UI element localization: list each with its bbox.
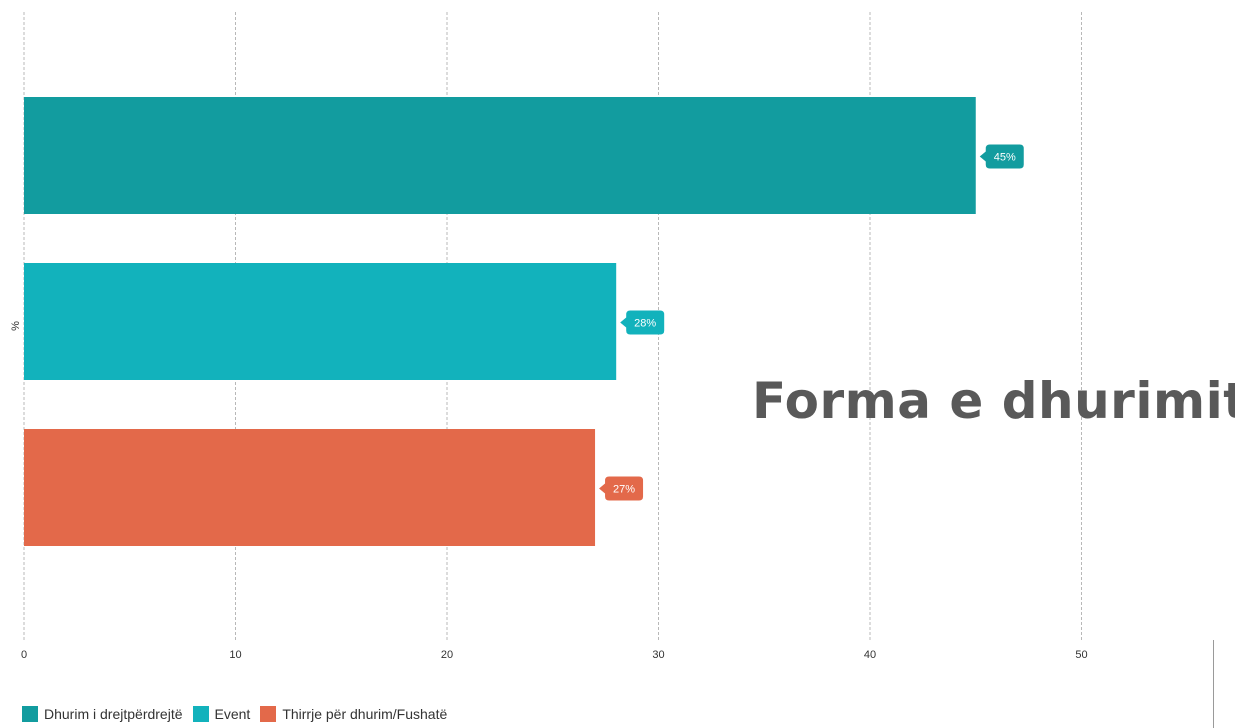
- legend-label-event: Event: [214, 706, 251, 722]
- legend-swatch-direct: [22, 706, 38, 722]
- value-callout-2: 27%: [599, 476, 644, 501]
- bar-value-labels: 45% 28% 27%: [599, 144, 1024, 501]
- legend-label-direct: Dhurim i drejtpërdrejtë: [44, 706, 183, 722]
- legend-item-event: Event: [192, 706, 251, 722]
- bar-1: [24, 263, 617, 380]
- bar-chart: 45% 28% 27% 0 10 20 30 40 50 %: [10, 12, 1088, 661]
- legend-label-campaign: Thirrje për dhurim/Fushatë: [282, 706, 448, 722]
- value-callout-1: 28%: [620, 310, 665, 335]
- value-label-0: 45%: [994, 152, 1016, 164]
- x-tick-label-40: 40: [864, 649, 876, 661]
- legend-item-direct: Dhurim i drejtpërdrejtë: [22, 706, 183, 722]
- legend: Dhurim i drejtpërdrejtë Event Thirrje pë…: [22, 706, 457, 722]
- x-tick-label-10: 10: [229, 649, 241, 661]
- bar-2: [24, 429, 596, 546]
- x-tick-label-0: 0: [21, 649, 27, 661]
- x-tick-label-30: 30: [652, 649, 664, 661]
- divider-line: [1213, 640, 1214, 728]
- legend-swatch-campaign: [260, 706, 277, 722]
- value-callout-shape-2: [599, 476, 644, 501]
- value-callout-shape-1: [620, 310, 665, 335]
- value-label-2: 27%: [613, 484, 635, 496]
- legend-item-campaign: Thirrje për dhurim/Fushatë: [260, 706, 447, 722]
- bars: [24, 97, 976, 546]
- value-callout-shape-0: [979, 144, 1024, 169]
- x-axis-ticks: 0 10 20 30 40 50: [21, 649, 1088, 661]
- value-callout-0: 45%: [979, 144, 1024, 169]
- legend-swatch-event: [192, 706, 209, 722]
- x-tick-label-50: 50: [1075, 649, 1087, 661]
- chart-title: Forma e dhurimit: [752, 372, 1235, 430]
- value-label-1: 28%: [634, 318, 656, 330]
- x-tick-label-20: 20: [441, 649, 453, 661]
- y-axis-label: %: [10, 321, 22, 331]
- bar-0: [24, 97, 976, 214]
